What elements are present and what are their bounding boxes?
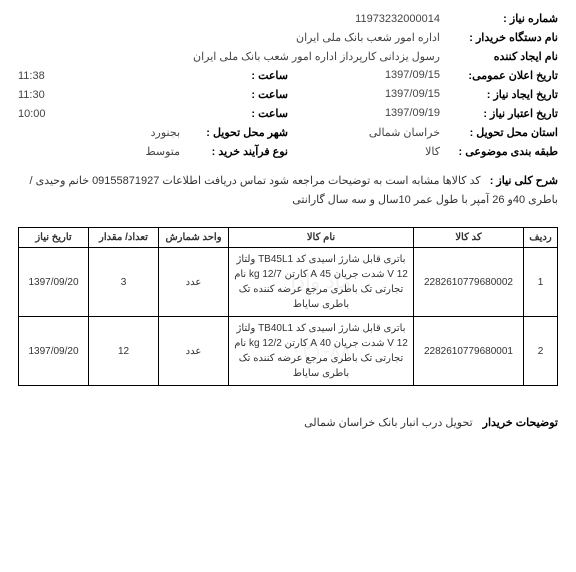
valid-date: 1397/09/19 (385, 107, 440, 120)
need-date: 1397/09/15 (385, 88, 440, 101)
desc-text: کد کالاها مشابه است به توضیحات مراجعه شو… (29, 175, 558, 206)
footer-label: توضیحات خریدار (483, 416, 558, 429)
cell-unit: عدد (159, 317, 229, 386)
cell-date: 1397/09/20 (19, 317, 89, 386)
proc-type-label: نوع فرآیند خرید : (188, 145, 288, 158)
col-qty: تعداد/ مقدار (89, 228, 159, 248)
deliv-city-label: شهر محل تحویل : (188, 126, 288, 139)
col-date: تاریخ نیاز (19, 228, 89, 248)
need-no-label: شماره نیاز : (448, 12, 558, 25)
proc-type: متوسط (145, 145, 180, 158)
pub-time: 11:38 (18, 70, 45, 82)
need-no: 11973232000014 (355, 13, 440, 25)
cell-date: 1397/09/20 (19, 248, 89, 317)
col-unit: واحد شمارش (159, 228, 229, 248)
table-header-row: ردیف کد کالا نام کالا واحد شمارش تعداد/ … (19, 228, 558, 248)
deliv-prov: خراسان شمالی (369, 126, 440, 139)
table-row: 2 2282610779680001 باتری قابل شارژ اسیدی… (19, 317, 558, 386)
creator-label: نام ایجاد کننده (448, 50, 558, 63)
col-row: ردیف (524, 228, 558, 248)
col-code: کد کالا (414, 228, 524, 248)
cell-code: 2282610779680001 (414, 317, 524, 386)
cell-qty: 3 (89, 248, 159, 317)
cell-n: 1 (524, 248, 558, 317)
footer-text: تحویل درب انبار بانک خراسان شمالی (304, 416, 473, 429)
subj-cat: کالا (425, 145, 440, 158)
deliv-city: بجنورد (151, 126, 180, 139)
desc-label: شرح کلی نیاز : (490, 175, 558, 187)
col-name: نام کالا (229, 228, 414, 248)
subj-cat-label: طبقه بندی موضوعی : (448, 145, 558, 158)
creator: رسول یزدانی کارپرداز اداره امور شعب بانک… (193, 50, 440, 63)
valid-time: 10:00 (18, 108, 46, 120)
cell-n: 2 (524, 317, 558, 386)
pub-date: 1397/09/15 (385, 69, 440, 82)
need-time: 11:30 (18, 89, 45, 101)
cell-name: باتری قابل شارژ اسیدی کد TB45L1 ولتاژ 12… (229, 248, 414, 317)
pub-date-label: تاریخ اعلان عمومی: (448, 69, 558, 82)
buyer-label: نام دستگاه خریدار : (448, 31, 558, 44)
cell-code: 2282610779680002 (414, 248, 524, 317)
need-date-label: تاریخ ایجاد نیاز : (448, 88, 558, 101)
cell-unit: عدد (159, 248, 229, 317)
valid-date-label: تاریخ اعتبار نیاز : (448, 107, 558, 120)
items-table: ردیف کد کالا نام کالا واحد شمارش تعداد/ … (18, 227, 558, 386)
cell-qty: 12 (89, 317, 159, 386)
deliv-prov-label: استان محل تحویل : (448, 126, 558, 139)
cell-name: باتری قابل شارژ اسیدی کد TB40L1 ولتاژ 12… (229, 317, 414, 386)
table-row: 1 2282610779680002 باتری قابل شارژ اسیدی… (19, 248, 558, 317)
valid-time-label: ساعت : (248, 107, 288, 120)
pub-time-label: ساعت : (248, 69, 288, 82)
buyer: اداره امور شعب بانک ملی ایران (296, 31, 440, 44)
need-time-label: ساعت : (248, 88, 288, 101)
